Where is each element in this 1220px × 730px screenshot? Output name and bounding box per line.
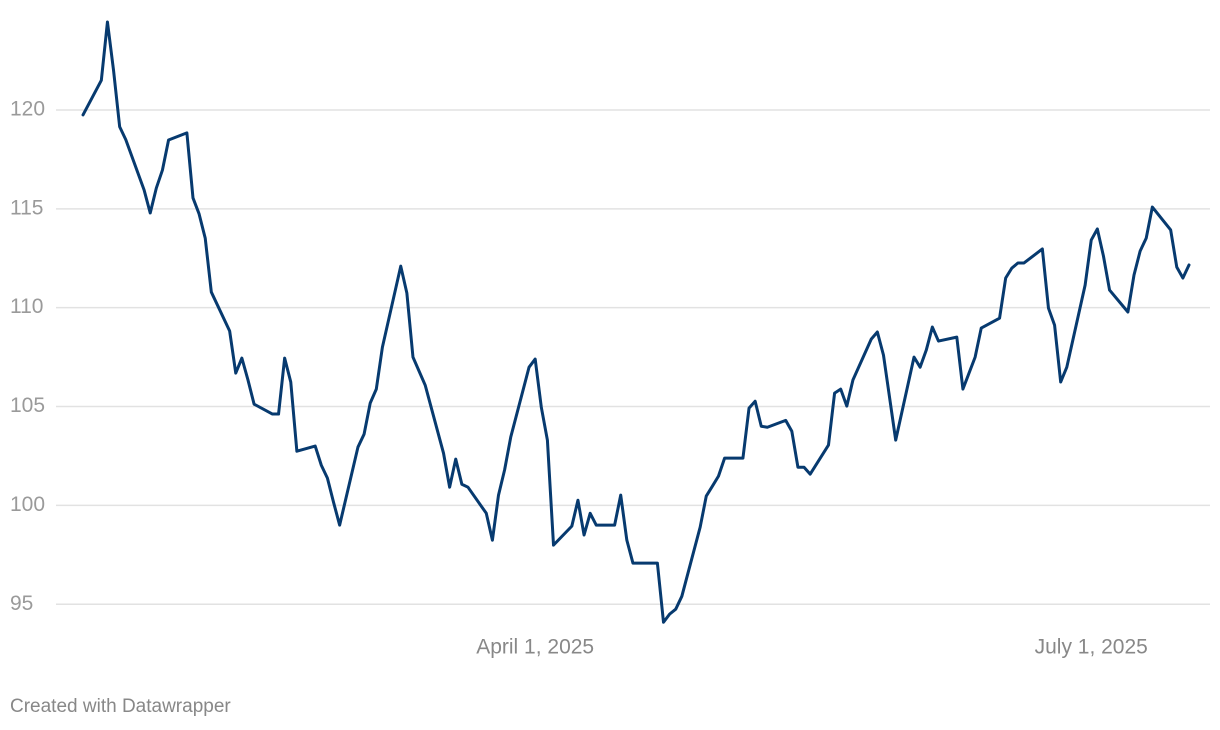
x-tick-label: July 1, 2025 — [1035, 636, 1148, 659]
y-tick-label: 115 — [10, 196, 43, 219]
credit: Created with Datawrapper — [10, 696, 231, 717]
x-tick-label: April 1, 2025 — [476, 636, 594, 659]
y-tick-label: 120 — [10, 98, 45, 121]
y-tick-label: 100 — [10, 493, 45, 516]
line — [81, 20, 1191, 624]
y-tick-label: 110 — [10, 295, 43, 318]
y-tick-label: 95 — [10, 592, 33, 615]
y-tick-label: 105 — [10, 394, 45, 417]
